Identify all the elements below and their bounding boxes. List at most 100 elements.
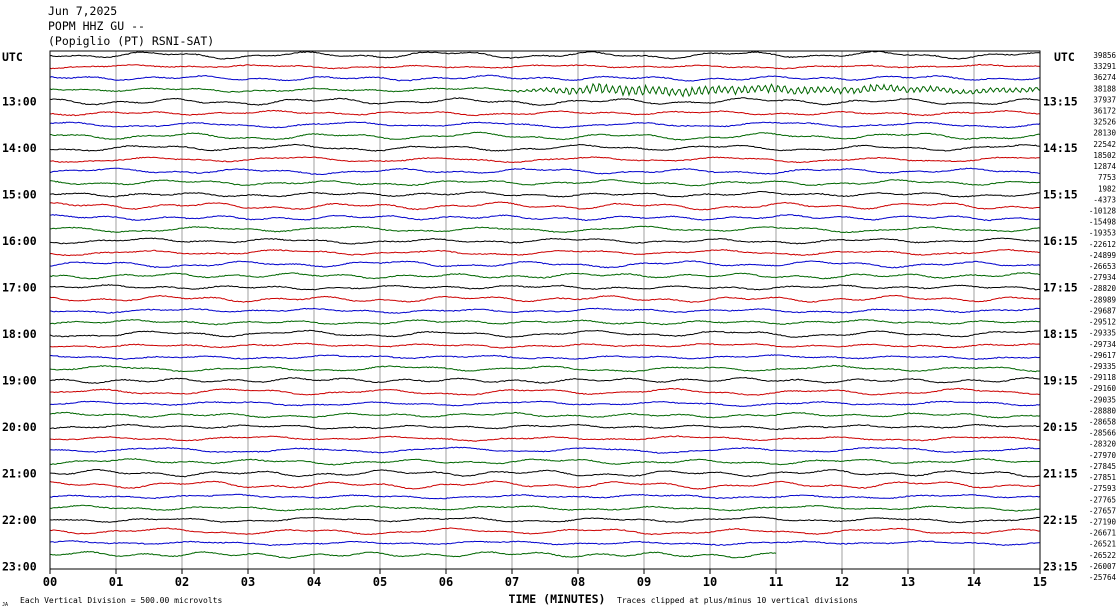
scale-note: Each Vertical Division = 500.00 microvol… (20, 596, 222, 605)
trace-offset-value: -29734 (1089, 340, 1117, 349)
trace-offset-value: -26671 (1089, 529, 1116, 538)
hour-label-left: 23:00 (2, 559, 37, 573)
x-tick-label: 13 (901, 575, 915, 589)
hour-label-left: 16:00 (2, 234, 37, 248)
trace-line (49, 271, 1041, 280)
hour-label-left: 17:00 (2, 280, 37, 294)
chart-header: Jun 7,2025 POPM HHZ GU -- (Popiglio (PT)… (48, 4, 214, 49)
trace-offset-value: -10128 (1089, 206, 1117, 215)
trace-line (49, 121, 1041, 129)
x-tick-label: 05 (373, 575, 387, 589)
hour-label-right: 22:15 (1043, 513, 1078, 527)
trace-line (50, 376, 1040, 384)
trace-offset-value: 7753 (1098, 173, 1116, 182)
trace-offset-value: -29035 (1089, 395, 1116, 404)
hour-label-left: 22:00 (2, 513, 37, 527)
x-tick-label: 11 (769, 575, 783, 589)
hour-label-left: 19:00 (2, 373, 37, 387)
hour-label-right: 16:15 (1043, 234, 1078, 248)
trace-line (49, 364, 1041, 373)
trace-line (49, 480, 1041, 490)
trace-offset-value: -29512 (1089, 318, 1116, 327)
trace-offset-value: 36274 (1093, 73, 1116, 82)
trace-offset-value: 37937 (1093, 95, 1116, 104)
trace-line (49, 458, 1041, 466)
trace-line (49, 329, 1040, 338)
trace-offset-value: -29617 (1089, 351, 1116, 360)
trace-line (49, 179, 1040, 187)
trace-line (49, 284, 1041, 291)
trace-offset-value: 28130 (1093, 129, 1116, 138)
trace-offset-value: -28658 (1089, 418, 1117, 427)
traces (49, 50, 1041, 559)
trace-line (49, 294, 1041, 303)
trace-line (49, 50, 1041, 60)
trace-offset-value: -19353 (1089, 229, 1116, 238)
x-tick-label: 01 (109, 575, 123, 589)
trace-line (49, 387, 1041, 396)
trace-line (50, 109, 1041, 117)
trace-line (49, 435, 1041, 442)
hour-label-right: 20:15 (1043, 420, 1078, 434)
trace-offset-value: -27851 (1089, 473, 1116, 482)
trace-offset-value: 39856 (1093, 51, 1116, 60)
trace-line (49, 167, 1041, 176)
x-tick-label: 04 (307, 575, 321, 589)
trace-offset-value: 12874 (1093, 162, 1116, 171)
trace-line (49, 97, 1041, 106)
trace-offset-value: -29687 (1089, 306, 1116, 315)
trace-line (49, 411, 1041, 419)
trace-offset-value: -28989 (1089, 295, 1116, 304)
trace-line (49, 504, 1041, 512)
trace-line (49, 74, 1041, 82)
trace-offset-value: -24899 (1089, 251, 1116, 260)
trace-offset-value: -15498 (1089, 218, 1117, 227)
hour-label-left: 18:00 (2, 327, 37, 341)
hour-label-right: 19:15 (1043, 373, 1078, 387)
trace-line (49, 400, 1041, 408)
trace-offset-value: -27970 (1089, 451, 1117, 460)
x-tick-label: 14 (967, 575, 981, 589)
hour-label-left: 13:00 (2, 94, 37, 108)
x-tick-label: 07 (505, 575, 519, 589)
x-tick-label: 03 (241, 575, 255, 589)
trace-line (49, 446, 1041, 454)
trace-offset-value: -4373 (1093, 195, 1116, 204)
x-tick-label: 00 (43, 575, 57, 589)
trace-offset-value: 38188 (1093, 84, 1116, 93)
trace-line (49, 131, 1041, 141)
location-label: (Popiglio (PT) RSNI-SAT) (48, 34, 215, 48)
trace-offset-value: -29160 (1089, 384, 1117, 393)
hour-label-right: 23:15 (1043, 559, 1078, 573)
trace-offset-value: 18502 (1093, 151, 1116, 160)
trace-line (49, 516, 1041, 524)
x-tick-label: 12 (835, 575, 849, 589)
trace-line (49, 237, 1041, 245)
trace-offset-value: 1982 (1098, 184, 1116, 193)
x-tick-label: 09 (637, 575, 651, 589)
trace-offset-value: -29118 (1089, 373, 1117, 382)
x-tick-label: 06 (439, 575, 453, 589)
hour-label-right: 15:15 (1043, 187, 1078, 201)
trace-line (49, 82, 1041, 98)
trace-offset-value: -25764 (1089, 573, 1117, 582)
trace-offset-value: -27765 (1089, 495, 1116, 504)
x-tick-label: 02 (175, 575, 189, 589)
trace-line (49, 527, 1041, 536)
trace-offset-value: -26007 (1089, 562, 1116, 571)
trace-offset-value: 36172 (1093, 107, 1116, 116)
trace-offset-value: -28820 (1089, 284, 1117, 293)
trace-line (49, 214, 1041, 222)
trace-line (49, 201, 1041, 211)
hour-label-right: 21:15 (1043, 466, 1078, 480)
trace-offset-value: -26521 (1089, 540, 1116, 549)
date-label: Jun 7,2025 (48, 4, 118, 18)
trace-line (49, 260, 1041, 269)
hour-label-left: 15:00 (2, 187, 37, 201)
trace-offset-value: 22542 (1093, 140, 1116, 149)
trace-offset-value: 32526 (1093, 118, 1116, 127)
labels: 00 01 02 03 04 05 06 07 08 09 10 11 12 13 14 15 UTC UTC 13… (2, 50, 1116, 608)
trace-line (49, 63, 1041, 70)
trace-line (50, 469, 1041, 478)
hour-label-right: 14:15 (1043, 141, 1078, 155)
